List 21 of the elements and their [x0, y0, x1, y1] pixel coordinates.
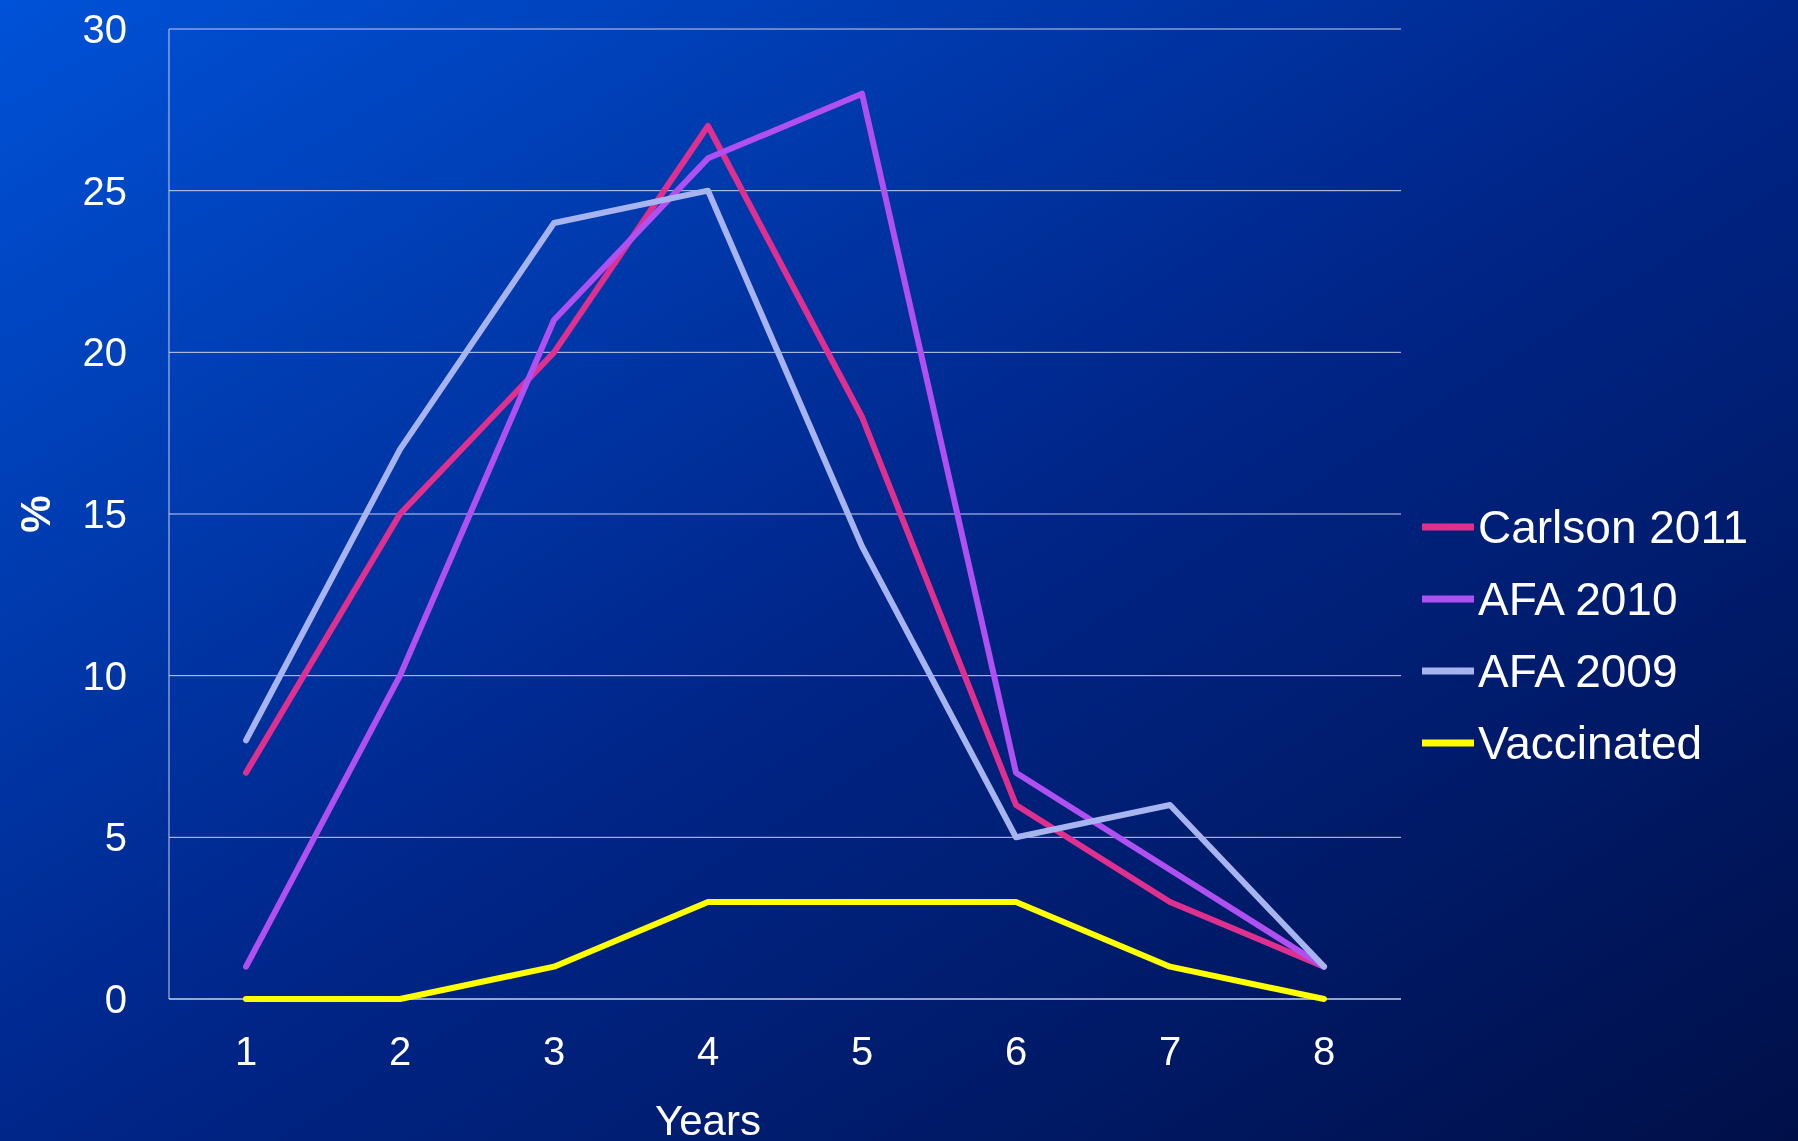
- y-tick-label: 20: [82, 330, 127, 375]
- y-tick-label: 5: [104, 815, 127, 860]
- x-tick-label: 3: [542, 1029, 566, 1073]
- x-tick-label: 7: [1158, 1029, 1182, 1073]
- x-tick-label: 4: [696, 1029, 720, 1073]
- y-axis-title: %: [12, 495, 59, 533]
- y-tick-label: 15: [82, 492, 127, 536]
- legend-label: AFA 2009: [1478, 645, 1678, 698]
- x-tick-label: 1: [234, 1029, 258, 1073]
- legend-label: AFA 2010: [1478, 573, 1678, 626]
- y-tick-label: 0: [104, 977, 127, 1021]
- y-tick-label: 25: [82, 168, 127, 213]
- y-tick-label: 10: [82, 653, 127, 698]
- legend-label: Carlson 2011: [1478, 501, 1749, 554]
- x-tick-label: 2: [388, 1029, 412, 1073]
- x-tick-label: 8: [1312, 1029, 1336, 1073]
- x-tick-label: 5: [850, 1029, 874, 1073]
- y-tick-label: 30: [82, 7, 127, 51]
- legend-label: Vaccinated: [1478, 717, 1703, 770]
- x-axis-title: Years: [655, 1097, 761, 1141]
- x-tick-label: 6: [1004, 1029, 1028, 1073]
